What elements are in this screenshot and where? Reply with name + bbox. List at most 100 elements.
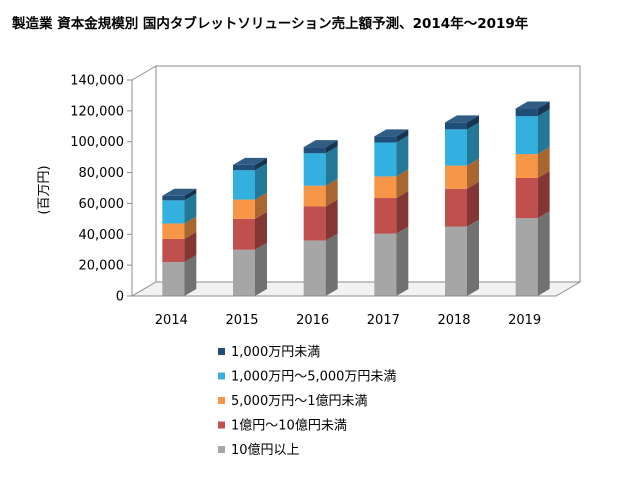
x-tick-label: 2017: [367, 313, 400, 328]
legend-item: 1億円～10億円未満: [218, 418, 347, 434]
bar-side: [325, 178, 338, 207]
bar-segment: [374, 135, 409, 177]
bar-segment: [445, 219, 479, 296]
bar-side: [467, 181, 479, 227]
bar-side: [537, 109, 550, 155]
bar-front: [374, 142, 397, 177]
legend: 1,000万円未満 1,000万円～5,000万円未満 5,000万円～1億円未満 1…: [218, 345, 396, 458]
bar-front: [303, 206, 326, 241]
bar-side: [537, 170, 550, 219]
floor: [130, 281, 582, 297]
legend-label: 1億円～10億円未満: [231, 418, 347, 434]
x-tick-label: 2016: [296, 313, 329, 328]
bar-segment: [233, 192, 267, 219]
bar-segment: [303, 146, 338, 186]
bar-side: [396, 226, 409, 296]
bar-side: [396, 169, 409, 199]
bar-front: [515, 154, 538, 178]
bar-side: [255, 192, 267, 219]
bar-front: [445, 226, 467, 296]
bar-side: [255, 157, 267, 171]
y-tick-label: 120,000: [70, 104, 124, 119]
bar-side: [537, 211, 550, 296]
bar-front: [515, 116, 538, 155]
bar-front: [233, 249, 255, 296]
x-tick-label: 2018: [437, 313, 470, 328]
bar-side: [396, 129, 409, 143]
bar-top: [162, 188, 197, 196]
bar-segment: [374, 226, 409, 296]
y-axis-label: (百万円): [37, 165, 52, 214]
bar-front: [162, 195, 185, 201]
legend-swatch: [218, 421, 225, 429]
chart-title: 製造業 資本金規模別 国内タブレットソリューション売上額予測、2014年～201…: [11, 15, 529, 32]
bar-segment: [162, 255, 197, 296]
y-tick-label: 100,000: [70, 135, 124, 150]
bar-side: [325, 140, 338, 154]
bar-segment: [303, 233, 338, 296]
bar-side: [467, 219, 479, 296]
legend-item: 5,000万円～1億円未満: [218, 393, 368, 409]
y-tick-label: 20,000: [79, 259, 125, 274]
bar-segment: [515, 211, 550, 296]
bar-stack-2014: [162, 188, 197, 296]
bar-front: [515, 108, 538, 117]
bar-side: [467, 158, 479, 189]
bar-front: [233, 170, 255, 200]
y-tick-label: 60,000: [79, 197, 125, 212]
bar-front: [162, 238, 185, 263]
bar-front: [303, 153, 326, 186]
bar-segment: [445, 115, 479, 130]
bar-front: [233, 164, 255, 171]
x-tick-label: 2015: [225, 313, 258, 328]
bar-front: [162, 223, 185, 239]
bar-front: [374, 198, 397, 234]
bar-side: [255, 242, 267, 296]
bars: [162, 101, 550, 296]
bar-segment: [303, 199, 338, 241]
legend-swatch: [218, 372, 225, 380]
bar-stack-2018: [445, 115, 479, 296]
bar-segment: [515, 109, 550, 155]
bar-stack-2019: [515, 101, 550, 296]
bar-top: [233, 157, 267, 165]
bar-side: [396, 191, 409, 234]
bar-front: [445, 122, 467, 130]
bar-front: [303, 185, 326, 207]
bar-front: [445, 188, 467, 227]
y-tick-label: 80,000: [79, 166, 125, 181]
bar-segment: [162, 188, 197, 201]
bar-top: [515, 101, 550, 109]
bar-top: [303, 140, 338, 148]
bar-side: [255, 163, 267, 200]
bar-segment: [162, 231, 197, 263]
bar-front: [303, 147, 326, 154]
y-axis: 0 20,000 40,000 60,000 80,000 100,000 120,000 1…: [70, 74, 133, 305]
bar-front: [374, 136, 397, 143]
x-tick-label: 2014: [155, 313, 188, 328]
bar-stack-2015: [233, 157, 267, 296]
bar-segment: [374, 129, 409, 143]
bar-stack-2016: [303, 140, 338, 296]
legend-label: 1,000万円未満: [231, 345, 320, 360]
bar-front: [233, 218, 255, 250]
legend-item: 10億円以上: [218, 442, 300, 458]
bar-segment: [515, 170, 550, 219]
bar-side: [325, 233, 338, 296]
bar-segment: [162, 216, 197, 239]
bar-segment: [303, 178, 338, 207]
bar-front: [162, 262, 185, 296]
bar-segment: [445, 181, 479, 227]
bar-stack-2017: [374, 129, 409, 296]
bar-segment: [374, 191, 409, 234]
bar-segment: [303, 140, 338, 154]
bar-front: [162, 200, 185, 224]
bar-front: [303, 240, 326, 296]
x-axis: 2014 2015 2016 2017 2018 2019: [132, 295, 556, 328]
legend-item: 1,000万円～5,000万円未満: [218, 370, 396, 385]
legend-label: 10億円以上: [231, 442, 300, 458]
legend-swatch: [218, 446, 225, 453]
bar-front: [515, 218, 538, 296]
bar-side: [184, 255, 197, 296]
